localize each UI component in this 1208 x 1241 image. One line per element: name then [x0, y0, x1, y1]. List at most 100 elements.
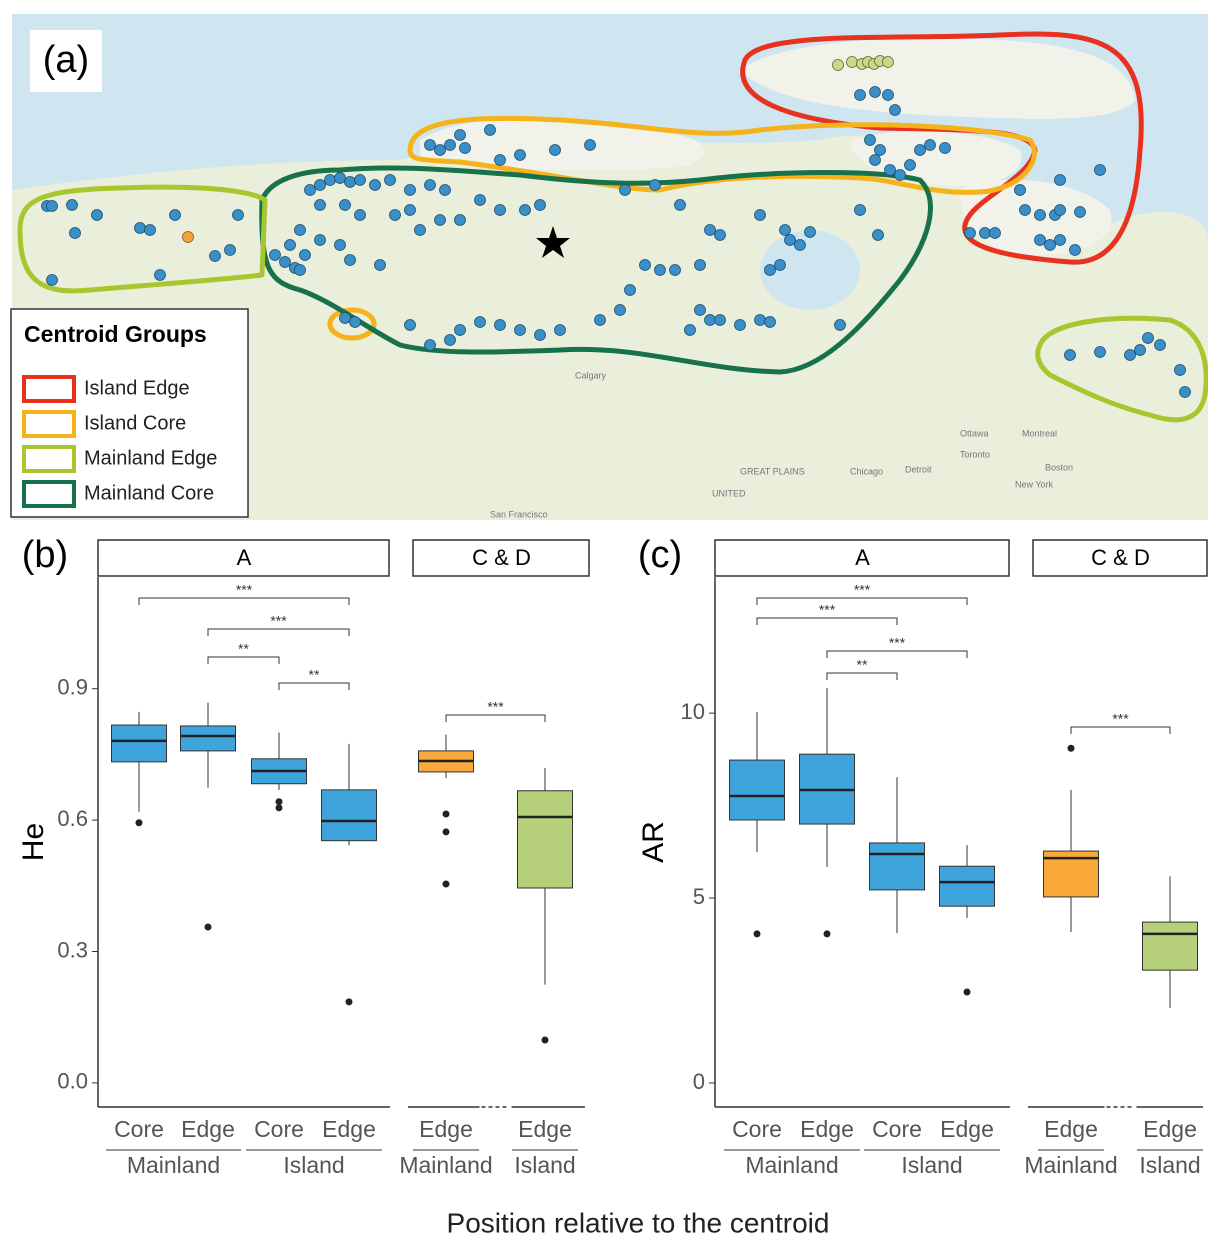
site-point [495, 155, 506, 166]
box [870, 843, 925, 890]
site-point [325, 175, 336, 186]
site-point [755, 315, 766, 326]
site-point [550, 145, 561, 156]
site-point [405, 185, 416, 196]
group-label: Island [901, 1152, 962, 1178]
y-axis-title: AR [637, 821, 670, 863]
site-point [315, 200, 326, 211]
site-point [1065, 350, 1076, 361]
x-tick-label: Edge [518, 1116, 572, 1142]
site-point [455, 325, 466, 336]
site-point [1075, 207, 1086, 218]
site-point [1175, 365, 1186, 376]
site-point [695, 260, 706, 271]
x-tick-label: Core [254, 1116, 304, 1142]
place-name: Toronto [960, 449, 990, 459]
site-point [440, 185, 451, 196]
site-point [345, 177, 356, 188]
site-point [70, 228, 81, 239]
site-point [585, 140, 596, 151]
outlier [754, 930, 761, 937]
site-point [870, 155, 881, 166]
site-point [595, 315, 606, 326]
panel-label: (a) [43, 39, 89, 81]
site-point [1135, 345, 1146, 356]
outlier [346, 998, 353, 1005]
place-name: San Francisco [490, 509, 548, 519]
site-point [335, 173, 346, 184]
site-point [535, 200, 546, 211]
significance-label: *** [889, 635, 906, 651]
outlier [205, 923, 212, 930]
site-point [210, 251, 221, 262]
site-point [705, 225, 716, 236]
page: CalgaryGREAT PLAINSUNITEDChicagoDetroitT… [0, 0, 1208, 1241]
significance-label: *** [819, 602, 836, 618]
outlier [136, 819, 143, 826]
significance-bracket [208, 657, 279, 664]
site-point [375, 260, 386, 271]
site-point [535, 330, 546, 341]
site-point [715, 230, 726, 241]
group-label: Mainland [399, 1152, 492, 1178]
site-point [485, 125, 496, 136]
site-point [915, 145, 926, 156]
significance-bracket [1071, 727, 1170, 734]
site-point [355, 210, 366, 221]
site-point [225, 245, 236, 256]
site-point [890, 105, 901, 116]
place-name: Detroit [905, 464, 932, 474]
site-point [1035, 235, 1046, 246]
panel-label: (b) [22, 534, 68, 576]
site-point [1020, 205, 1031, 216]
site-point [847, 57, 858, 68]
site-point [355, 175, 366, 186]
site-point [170, 210, 181, 221]
group-label: Mainland [127, 1152, 220, 1178]
legend-label: Mainland Edge [84, 447, 217, 469]
site-point [233, 210, 244, 221]
x-tick-label: Core [732, 1116, 782, 1142]
place-name: Chicago [850, 466, 883, 476]
site-point [270, 250, 281, 261]
box [322, 790, 377, 841]
y-tick-label: 0 [693, 1069, 705, 1094]
site-point [515, 325, 526, 336]
site-point [350, 317, 361, 328]
legend-label: Island Edge [84, 377, 190, 399]
outlier [542, 1036, 549, 1043]
site-point [92, 210, 103, 221]
box [730, 760, 785, 820]
site-point [1143, 333, 1154, 344]
site-point [715, 315, 726, 326]
site-point [1035, 210, 1046, 221]
significance-label: *** [236, 582, 253, 598]
outlier [276, 798, 283, 805]
site-point [695, 305, 706, 316]
x-tick-label: Edge [800, 1116, 854, 1142]
x-tick-label: Edge [1143, 1116, 1197, 1142]
x-tick-label: Core [872, 1116, 922, 1142]
site-point [1055, 205, 1066, 216]
site-point [1155, 340, 1166, 351]
site-point [415, 225, 426, 236]
y-tick-label: 0.3 [57, 937, 88, 962]
outlier [443, 881, 450, 888]
x-tick-label: Edge [181, 1116, 235, 1142]
site-point [145, 225, 156, 236]
site-point [455, 215, 466, 226]
significance-bracket [279, 683, 349, 690]
x-tick-label: Edge [322, 1116, 376, 1142]
facet-label: A [855, 545, 870, 570]
site-point [833, 60, 844, 71]
site-point [495, 205, 506, 216]
group-label: Island [283, 1152, 344, 1178]
site-point [775, 260, 786, 271]
place-name: GREAT PLAINS [740, 466, 805, 476]
outlier [276, 804, 283, 811]
box [518, 791, 573, 888]
box [112, 725, 167, 762]
site-point [135, 223, 146, 234]
site-point [1045, 240, 1056, 251]
site-point [875, 145, 886, 156]
